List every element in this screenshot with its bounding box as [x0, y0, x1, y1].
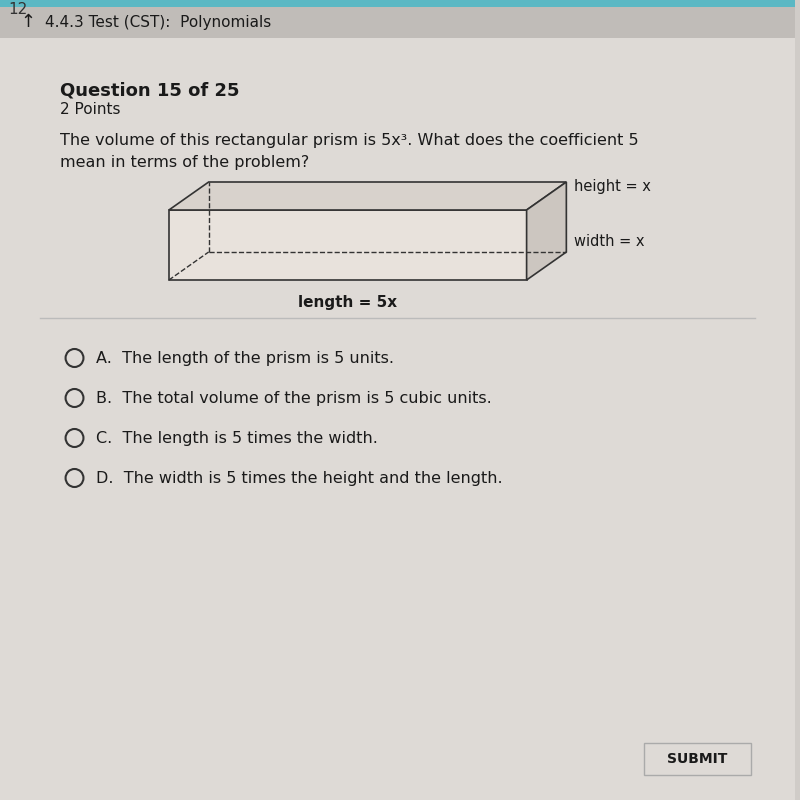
Text: D.  The width is 5 times the height and the length.: D. The width is 5 times the height and t…: [96, 470, 503, 486]
Text: 2 Points: 2 Points: [60, 102, 120, 118]
Text: ↑: ↑: [20, 13, 35, 31]
Text: C.  The length is 5 times the width.: C. The length is 5 times the width.: [96, 430, 378, 446]
Polygon shape: [526, 182, 566, 280]
Text: B.  The total volume of the prism is 5 cubic units.: B. The total volume of the prism is 5 cu…: [96, 390, 492, 406]
Text: length = 5x: length = 5x: [298, 294, 398, 310]
Text: SUBMIT: SUBMIT: [667, 752, 728, 766]
Polygon shape: [169, 182, 566, 210]
Text: A.  The length of the prism is 5 units.: A. The length of the prism is 5 units.: [96, 350, 394, 366]
Polygon shape: [169, 210, 526, 280]
Bar: [0, 0, 795, 38]
Text: Question 15 of 25: Question 15 of 25: [60, 81, 239, 99]
Text: mean in terms of the problem?: mean in terms of the problem?: [60, 154, 309, 170]
Text: 4.4.3 Test (CST):  Polynomials: 4.4.3 Test (CST): Polynomials: [45, 14, 271, 30]
Bar: [0, 0, 795, 7]
Text: The volume of this rectangular prism is 5x³. What does the coefficient 5: The volume of this rectangular prism is …: [60, 133, 638, 147]
Text: height = x: height = x: [574, 178, 651, 194]
Text: width = x: width = x: [574, 234, 645, 250]
Bar: [644, 743, 751, 775]
Text: 12: 12: [8, 2, 27, 18]
